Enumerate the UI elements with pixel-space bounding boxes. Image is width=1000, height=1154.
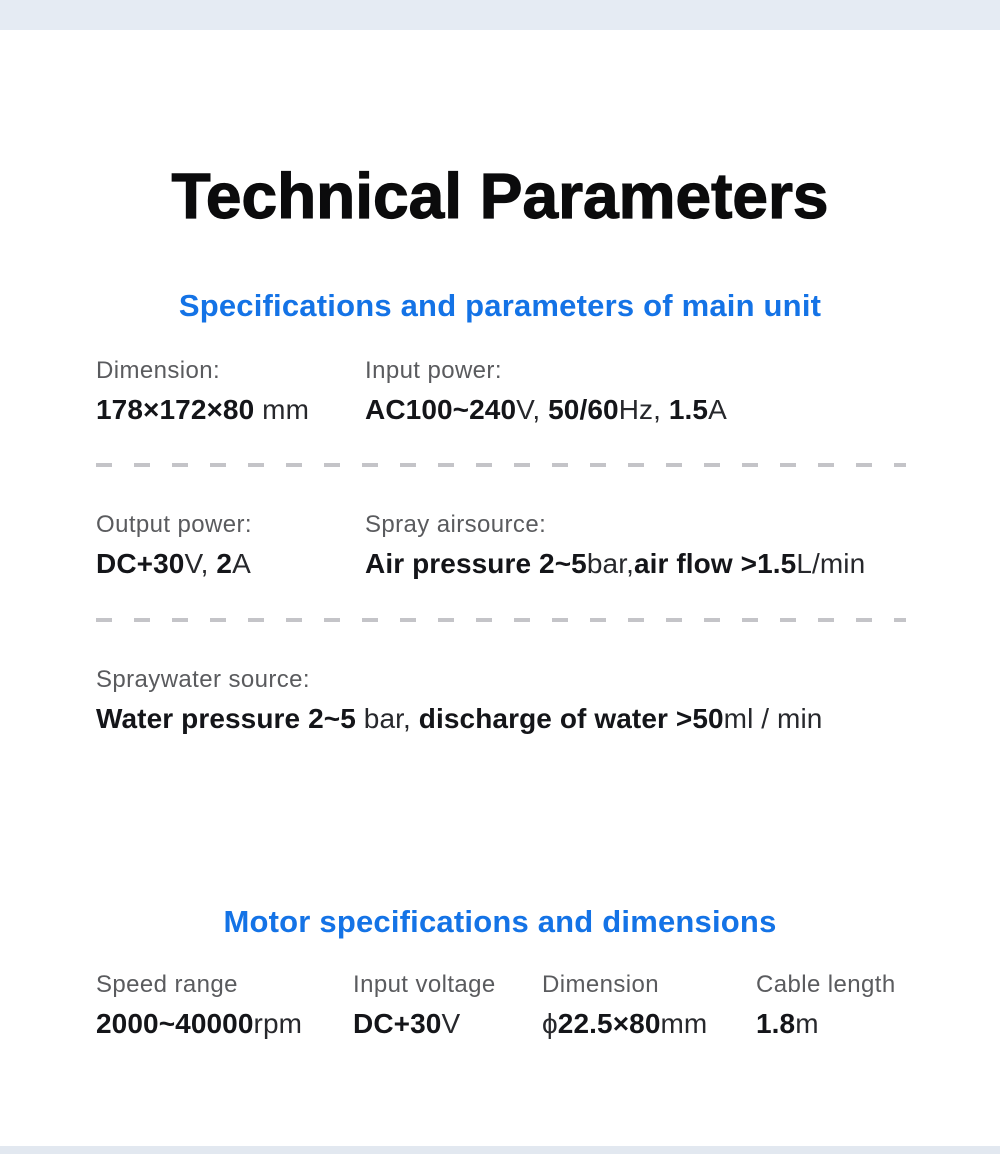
spec-value: 178×172×80 mm	[96, 394, 310, 425]
spec-spray-airsource: Spray airsource: Air pressure 2~5bar,air…	[365, 510, 865, 582]
spec-label: Spraywater source:	[96, 666, 310, 693]
spec-value: ϕ22.5×80mm	[542, 1008, 708, 1039]
spec-value: Air pressure 2~5bar,air flow >1.5L/min	[365, 548, 866, 579]
section-heading-main-unit: Specifications and parameters of main un…	[178, 287, 822, 323]
dashed-divider-2	[96, 618, 906, 622]
bottom-bar	[0, 1146, 1000, 1154]
spec-row-1: Dimension: 178×172×80 mm Input power: AC…	[0, 356, 1000, 428]
page-title: Technical Parameters	[171, 159, 829, 232]
spec-speed-range: Speed range 2000~40000rpm	[96, 970, 302, 1042]
spec-label: Dimension	[542, 971, 659, 998]
spec-spraywater-source: Spraywater source: Water pressure 2~5 ba…	[96, 665, 822, 737]
section-heading-motor: Motor specifications and dimensions	[223, 903, 777, 939]
spec-row-2: Output power: DC+30V, 2A Spray airsource…	[0, 510, 1000, 582]
spec-value: DC+30V	[353, 1008, 461, 1039]
spec-label: Input power:	[365, 357, 502, 384]
spec-label: Spray airsource:	[365, 511, 547, 538]
spec-label: Output power:	[96, 511, 252, 538]
spec-motor-dimension: Dimension ϕ22.5×80mm	[542, 970, 707, 1042]
spec-input-power: Input power: AC100~240V, 50/60Hz, 1.5A	[365, 356, 727, 428]
spec-value: AC100~240V, 50/60Hz, 1.5A	[365, 394, 727, 425]
dashed-divider-1	[96, 463, 906, 467]
spec-label: Speed range	[96, 971, 238, 998]
spec-value: Water pressure 2~5 bar, discharge of wat…	[96, 703, 823, 734]
spec-value: 1.8m	[756, 1008, 819, 1039]
spec-output-power: Output power: DC+30V, 2A	[96, 510, 252, 582]
spec-label: Dimension:	[96, 357, 221, 384]
top-bar	[0, 0, 1000, 30]
spec-row-motor: Speed range 2000~40000rpm Input voltage …	[0, 970, 1000, 1042]
spec-cable-length: Cable length 1.8m	[756, 970, 896, 1042]
spec-label: Input voltage	[353, 971, 496, 998]
spec-value: 2000~40000rpm	[96, 1008, 303, 1039]
spec-input-voltage: Input voltage DC+30V	[353, 970, 496, 1042]
spec-row-3: Spraywater source: Water pressure 2~5 ba…	[0, 665, 1000, 737]
spec-label: Cable length	[756, 971, 896, 998]
spec-value: DC+30V, 2A	[96, 548, 251, 579]
spec-dimension: Dimension: 178×172×80 mm	[96, 356, 309, 428]
